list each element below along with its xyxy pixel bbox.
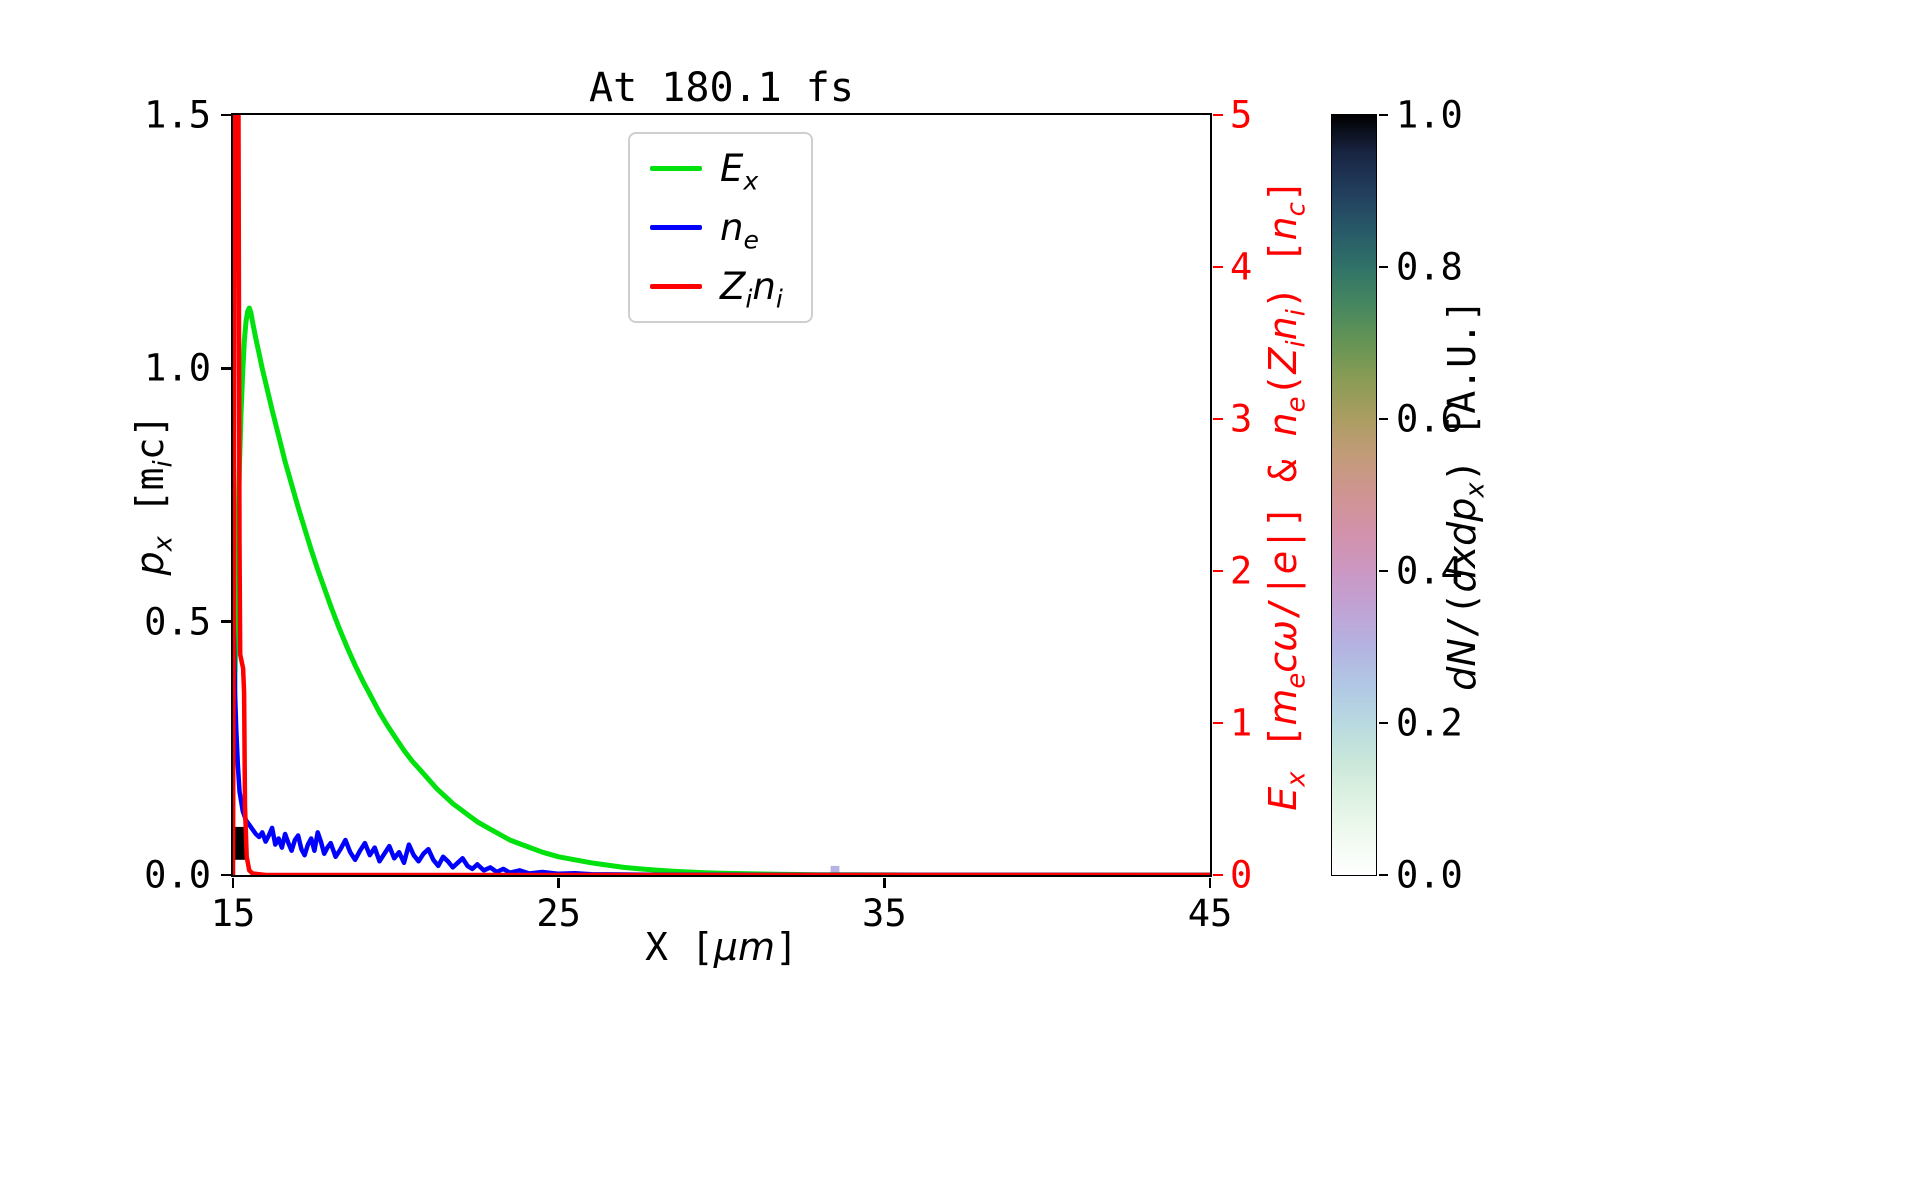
- y-right-tick-mark: [1213, 113, 1223, 117]
- y-right-tick-label: 1: [1230, 701, 1253, 745]
- legend-label-ne: ne: [720, 206, 759, 255]
- colorbar: [1331, 114, 1377, 876]
- y-right-tick-label: 3: [1230, 397, 1253, 441]
- x-tick-mark: [231, 878, 235, 888]
- y-left-tick-label: 1.5: [144, 93, 211, 137]
- y-left-tick-mark: [221, 620, 231, 623]
- colorbar-tick-mark: [1379, 417, 1388, 421]
- x-tick-label: 15: [210, 892, 256, 935]
- series-line-ne: [233, 591, 1210, 875]
- legend-line-swatch-Ex: [650, 166, 702, 171]
- colorbar-tick-mark: [1379, 721, 1388, 725]
- plot-title: At 180.1 fs: [589, 65, 854, 111]
- histogram-cell: [233, 826, 246, 860]
- y-left-tick-label: 0.5: [144, 600, 211, 644]
- legend-entry-Zini: Zini: [650, 265, 783, 314]
- x-tick-mark: [557, 878, 560, 888]
- y-right-tick-label: 2: [1230, 549, 1253, 593]
- plot-canvas: [233, 115, 1210, 875]
- legend-label-Ex: Ex: [720, 147, 759, 196]
- legend-entry-ne: ne: [650, 206, 783, 255]
- colorbar-tick-mark: [1379, 873, 1388, 877]
- colorbar-tick-mark: [1379, 113, 1388, 117]
- y-right-tick-mark: [1213, 265, 1223, 269]
- y-right-tick-label: 0: [1230, 853, 1253, 897]
- colorbar-tick-mark: [1379, 569, 1388, 573]
- x-tick-mark: [883, 878, 886, 888]
- x-axis-label: X [μm]: [645, 925, 798, 969]
- colorbar-tick-label: 0.0: [1396, 853, 1463, 897]
- x-tick-label: 35: [862, 892, 907, 935]
- y-left-tick-mark: [221, 113, 231, 117]
- legend-line-swatch-Zini: [650, 284, 702, 289]
- x-tick-label: 25: [536, 892, 581, 935]
- y-left-tick-label: 1.0: [144, 346, 211, 390]
- colorbar-tick-label: 0.2: [1396, 701, 1463, 745]
- y-left-tick-mark: [221, 367, 231, 370]
- colorbar-tick-label: 1.0: [1396, 93, 1463, 137]
- colorbar-label: dN/(dxdpx) [A.U.]: [1440, 299, 1491, 691]
- y-right-tick-mark: [1213, 721, 1223, 725]
- legend: Ex ne Zini: [628, 132, 813, 323]
- colorbar-tick-label: 0.4: [1396, 549, 1463, 593]
- colorbar-tick-label: 0.8: [1396, 245, 1463, 289]
- y-right-tick-mark: [1213, 417, 1223, 421]
- histogram-cell: [830, 865, 840, 875]
- y-left-tick-label: 0.0: [144, 853, 211, 897]
- series-line-Zini: [233, 115, 1210, 875]
- y-right-tick-label: 5: [1230, 93, 1253, 137]
- colorbar-tick-mark: [1379, 265, 1388, 269]
- colorbar-tick-label: 0.6: [1396, 397, 1463, 441]
- x-tick-label: 45: [1187, 892, 1233, 935]
- y-axis-left-label: px [mic]: [128, 414, 179, 576]
- x-tick-mark: [1208, 878, 1212, 888]
- legend-line-swatch-ne: [650, 225, 702, 230]
- y-right-tick-label: 4: [1230, 245, 1253, 289]
- y-axis-right-label: Ex [mecω/|e|] & ne(Zini) [nc]: [1261, 179, 1312, 811]
- y-right-tick-mark: [1213, 569, 1223, 573]
- legend-label-Zini: Zini: [720, 265, 783, 314]
- series-line-Ex: [233, 305, 1210, 875]
- y-right-tick-mark: [1213, 873, 1223, 877]
- legend-entry-Ex: Ex: [650, 147, 783, 196]
- y-left-tick-mark: [221, 873, 231, 877]
